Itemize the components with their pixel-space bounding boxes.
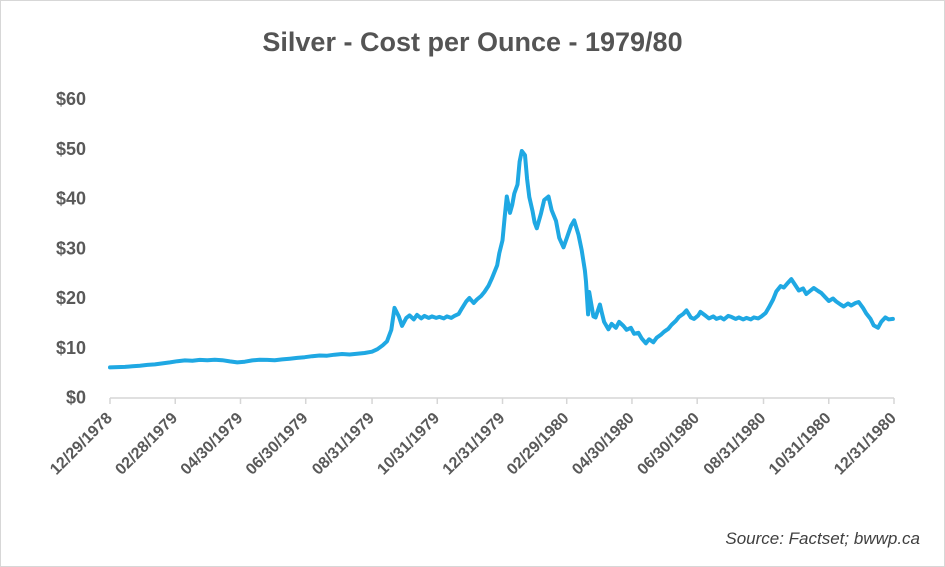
y-tick-label: $30 (56, 238, 86, 258)
y-axis-labels: $0 $10 $20 $30 $40 $50 $60 (56, 89, 86, 408)
y-tick-label: $20 (56, 288, 86, 308)
y-tick-label: $40 (56, 189, 86, 209)
x-tick-label: 02/28/1979 (112, 410, 181, 479)
y-tick-label: $0 (66, 388, 86, 408)
x-axis-labels: 12/29/197802/28/197904/30/197906/30/1979… (47, 410, 900, 479)
x-tick-label: 10/31/1980 (766, 410, 835, 479)
x-tick-label: 10/31/1979 (374, 410, 443, 479)
y-tick-label: $10 (56, 338, 86, 358)
x-axis (109, 397, 895, 404)
x-tick-label: 04/30/1979 (178, 410, 247, 479)
x-tick-label: 04/30/1980 (569, 410, 638, 479)
silver-price-line (108, 149, 895, 370)
x-tick-label: 12/29/1978 (47, 410, 116, 479)
x-tick-label: 02/29/1980 (504, 410, 573, 479)
y-tick-label: $50 (56, 139, 86, 159)
x-tick-label: 08/31/1979 (309, 410, 378, 479)
x-tick-label: 06/30/1980 (634, 410, 703, 479)
y-tick-label: $60 (56, 89, 86, 109)
x-tick-label: 06/30/1979 (243, 410, 312, 479)
x-tick-label: 12/31/1980 (831, 410, 900, 479)
x-tick-label: 08/31/1980 (701, 410, 770, 479)
chart-title: Silver - Cost per Ounce - 1979/80 (262, 27, 683, 57)
x-tick-label: 12/31/1979 (440, 410, 509, 479)
source-note: Source: Factset; bwwp.ca (725, 529, 920, 548)
